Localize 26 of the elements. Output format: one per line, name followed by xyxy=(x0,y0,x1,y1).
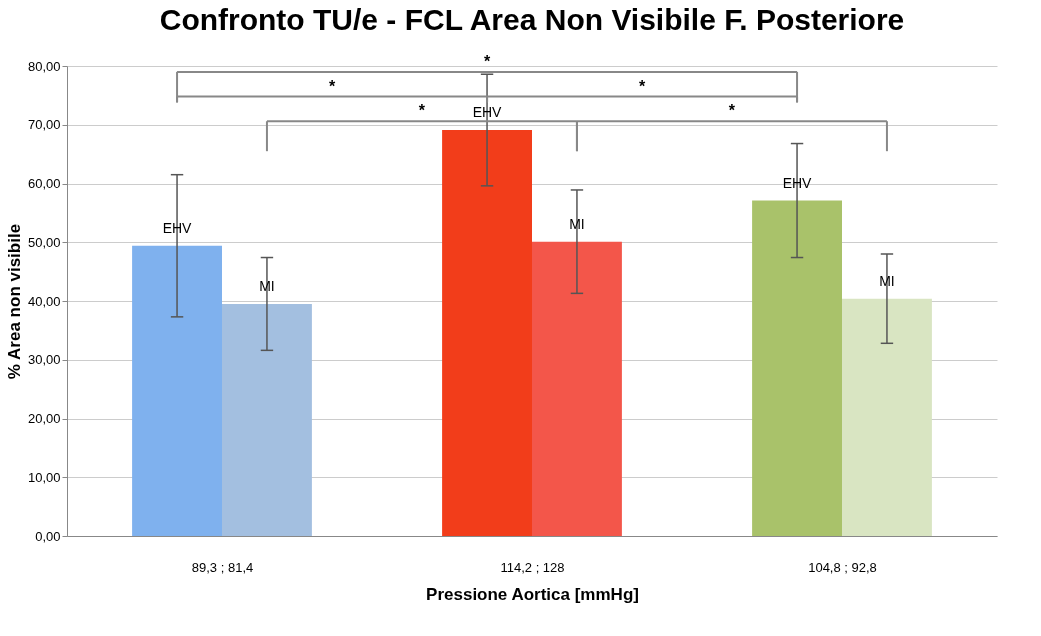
annotation: * xyxy=(638,77,646,95)
annotation: * xyxy=(418,102,426,120)
chart-title: Confronto TU/e - FCL Area Non Visibile F. Posteriore xyxy=(159,2,905,36)
y-tick-label: 30,00 xyxy=(27,352,61,368)
text: MI xyxy=(879,272,895,289)
y-tick-label: 70,00 xyxy=(27,117,61,133)
y-tick-label: 40,00 xyxy=(27,293,61,309)
text: EHV xyxy=(782,174,812,191)
y-tick-label: 0,00 xyxy=(35,528,61,544)
y-tick-label: 80,00 xyxy=(27,58,61,74)
y-tick-label: 10,00 xyxy=(27,469,61,485)
y-tick-label: 20,00 xyxy=(27,411,61,426)
y-tick-label: 50,00 xyxy=(27,234,61,250)
series-label: EHV xyxy=(472,104,503,121)
x-tick-label: 114,2 ; 128 xyxy=(500,559,565,575)
y-tick-label: 60,00 xyxy=(27,176,61,191)
annotation: * xyxy=(483,52,491,70)
text: MI xyxy=(569,215,585,232)
y-axis-title: % Area non visibile xyxy=(4,223,24,380)
annotation: * xyxy=(728,102,736,120)
x-tick-label: 89,3 ; 81,4 xyxy=(191,559,254,575)
series-label: MI xyxy=(259,277,275,294)
x-tick-label: 104,8 ; 92,8 xyxy=(808,559,877,575)
text: EHV xyxy=(162,219,192,236)
x-axis-title: Pressione Aortica [mmHg] xyxy=(426,584,639,604)
annotation: * xyxy=(328,77,336,95)
